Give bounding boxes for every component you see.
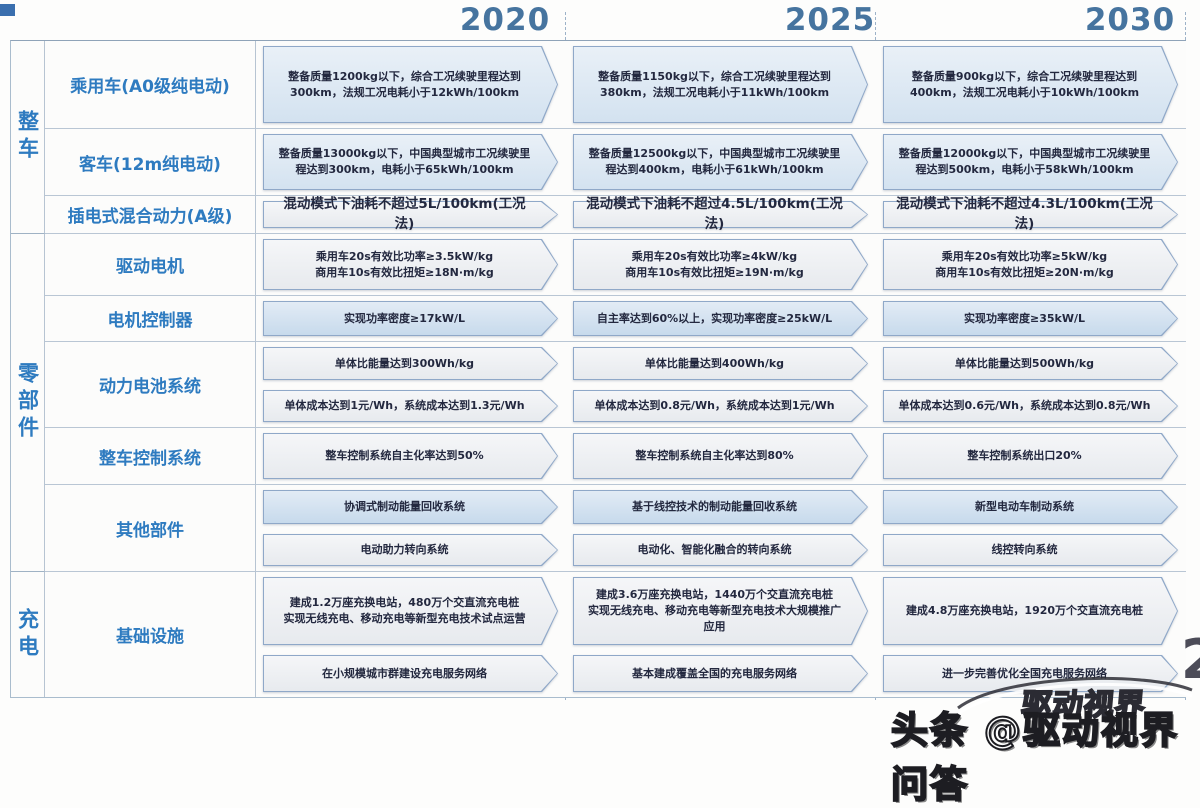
row-label-passenger-car: 乘用车(A0级纯电动) bbox=[45, 41, 256, 129]
cell-text: 单体成本达到0.6元/Wh，系统成本达到0.8元/Wh bbox=[898, 399, 1151, 413]
year-label-2020: 2020 bbox=[459, 2, 551, 38]
cell-infra-network-2030: 进一步完善优化全国充电服务网络 bbox=[876, 650, 1186, 697]
cell-text: 电动助力转向系统 bbox=[360, 543, 449, 557]
cell-text: 整备质量1200kg以下，综合工况续驶里程达到300km，法规工况电耗小于12k… bbox=[288, 69, 521, 99]
cell-vcs-2025: 整车控制系统自主化率达到80% bbox=[566, 428, 876, 485]
cell-text: 实现功率密度≥35kW/L bbox=[964, 311, 1085, 325]
cell-passenger-2020: 整备质量1200kg以下，综合工况续驶里程达到300km，法规工况电耗小于12k… bbox=[256, 41, 566, 129]
cell-text: 建成3.6万座充换电站，1440万个交直流充电桩 实现无线充电、移动充电等新型充… bbox=[588, 588, 841, 633]
row-label-vehicle-control: 整车控制系统 bbox=[45, 428, 256, 485]
cell-steering-2020: 电动助力转向系统 bbox=[256, 529, 566, 572]
cell-infra-network-2020: 在小规模城市群建设充电服务网络 bbox=[256, 650, 566, 697]
row-label-motor-controller: 电机控制器 bbox=[45, 296, 256, 342]
cell-passenger-2025: 整备质量1150kg以下，综合工况续驶里程达到380km，法规工况电耗小于11k… bbox=[566, 41, 876, 129]
cell-text: 基于线控技术的制动能量回收系统 bbox=[632, 500, 797, 514]
roadmap-table: 整车 零部件 充电 乘用车(A0级纯电动) 客车(12m纯电动) 插电式混合动力… bbox=[10, 40, 1186, 698]
row-label-battery-system: 动力电池系统 bbox=[45, 342, 256, 428]
cell-text: 在小规模城市群建设充电服务网络 bbox=[322, 666, 487, 680]
cell-phev-2030: 混动模式下油耗不超过4.3L/100km(工况法) bbox=[876, 196, 1186, 234]
year-label-2030: 2030 bbox=[1084, 2, 1176, 38]
cell-braking-2030: 新型电动车制动系统 bbox=[876, 485, 1186, 529]
page-number: 2 bbox=[1181, 628, 1200, 691]
cell-motor-2020: 乘用车20s有效比功率≥3.5kW/kg 商用车10s有效比扭矩≥18N·m/k… bbox=[256, 234, 566, 296]
cell-text: 电动化、智能化融合的转向系统 bbox=[637, 543, 792, 557]
cell-phev-2025: 混动模式下油耗不超过4.5L/100km(工况法) bbox=[566, 196, 876, 234]
cell-text: 建成1.2万座充换电站，480万个交直流充电桩 实现无线充电、移动充电等新型充电… bbox=[283, 596, 526, 625]
cell-steering-2025: 电动化、智能化融合的转向系统 bbox=[566, 529, 876, 572]
cell-infra-stations-2030: 建成4.8万座充换电站，1920万个交直流充电桩 bbox=[876, 572, 1186, 650]
cell-text: 自主率达到60%以上，实现功率密度≥25kW/L bbox=[596, 311, 833, 325]
cell-controller-2030: 实现功率密度≥35kW/L bbox=[876, 296, 1186, 342]
cell-bus-2020: 整备质量13000kg以下，中国典型城市工况续驶里程达到300km，电耗小于65… bbox=[256, 129, 566, 196]
cell-text: 乘用车20s有效比功率≥4kW/kg 商用车10s有效比扭矩≥19N·m/kg bbox=[625, 249, 804, 279]
group-components: 零部件 bbox=[11, 234, 45, 572]
cell-text: 整车控制系统自主化率达到80% bbox=[635, 449, 794, 463]
group-charging: 充电 bbox=[11, 572, 45, 697]
cell-text: 整备质量900kg以下，综合工况续驶里程达到400km，法规工况电耗小于10kW… bbox=[909, 69, 1140, 99]
cell-passenger-2030: 整备质量900kg以下，综合工况续驶里程达到400km，法规工况电耗小于10kW… bbox=[876, 41, 1186, 129]
cell-text: 进一步完善优化全国充电服务网络 bbox=[942, 666, 1107, 680]
cell-text: 单体比能量达到300Wh/kg bbox=[334, 356, 475, 370]
row-label-infrastructure: 基础设施 bbox=[45, 572, 256, 697]
cell-motor-2025: 乘用车20s有效比功率≥4kW/kg 商用车10s有效比扭矩≥19N·m/kg bbox=[566, 234, 876, 296]
cell-text: 单体成本达到1元/Wh，系统成本达到1.3元/Wh bbox=[284, 399, 525, 413]
cell-controller-2020: 实现功率密度≥17kW/L bbox=[256, 296, 566, 342]
row-label-phev: 插电式混合动力(A级) bbox=[45, 196, 256, 234]
cell-phev-2020: 混动模式下油耗不超过5L/100km(工况法) bbox=[256, 196, 566, 234]
logo-swoosh bbox=[957, 676, 1193, 716]
cell-battery-cost-2030: 单体成本达到0.6元/Wh，系统成本达到0.8元/Wh bbox=[876, 385, 1186, 428]
cell-text: 整备质量12000kg以下，中国典型城市工况续驶里程达到500km，电耗小于58… bbox=[898, 147, 1151, 176]
cell-text: 整备质量13000kg以下，中国典型城市工况续驶里程达到300km，电耗小于65… bbox=[278, 147, 531, 176]
corner-accent-mark bbox=[0, 4, 15, 16]
cell-text: 整车控制系统自主化率达到50% bbox=[325, 449, 484, 463]
row-label-bus: 客车(12m纯电动) bbox=[45, 129, 256, 196]
cell-text: 整备质量12500kg以下，中国典型城市工况续驶里程达到400km，电耗小于61… bbox=[588, 147, 841, 176]
cell-text: 新型电动车制动系统 bbox=[975, 500, 1074, 514]
cell-bus-2025: 整备质量12500kg以下，中国典型城市工况续驶里程达到400km，电耗小于61… bbox=[566, 129, 876, 196]
cell-text: 协调式制动能量回收系统 bbox=[344, 500, 465, 514]
cell-braking-2025: 基于线控技术的制动能量回收系统 bbox=[566, 485, 876, 529]
year-label-2025: 2025 bbox=[784, 2, 876, 38]
cell-battery-energy-2020: 单体比能量达到300Wh/kg bbox=[256, 342, 566, 385]
cell-text: 整车控制系统出口20% bbox=[967, 449, 1082, 463]
cell-battery-cost-2025: 单体成本达到0.8元/Wh，系统成本达到1元/Wh bbox=[566, 385, 876, 428]
cell-battery-energy-2025: 单体比能量达到400Wh/kg bbox=[566, 342, 876, 385]
cell-text: 单体比能量达到500Wh/kg bbox=[954, 356, 1095, 370]
cell-controller-2025: 自主率达到60%以上，实现功率密度≥25kW/L bbox=[566, 296, 876, 342]
cell-motor-2030: 乘用车20s有效比功率≥5kW/kg 商用车10s有效比扭矩≥20N·m/kg bbox=[876, 234, 1186, 296]
cell-text: 混动模式下油耗不超过4.3L/100km(工况法) bbox=[896, 195, 1153, 232]
cell-text: 线控转向系统 bbox=[991, 543, 1058, 557]
cell-text: 建成4.8万座充换电站，1920万个交直流充电桩 bbox=[905, 604, 1144, 618]
cell-bus-2030: 整备质量12000kg以下，中国典型城市工况续驶里程达到500km，电耗小于58… bbox=[876, 129, 1186, 196]
cell-text: 实现功率密度≥17kW/L bbox=[344, 311, 465, 325]
cell-braking-2020: 协调式制动能量回收系统 bbox=[256, 485, 566, 529]
cell-vcs-2030: 整车控制系统出口20% bbox=[876, 428, 1186, 485]
cell-steering-2030: 线控转向系统 bbox=[876, 529, 1186, 572]
cell-text: 单体比能量达到400Wh/kg bbox=[644, 356, 785, 370]
cell-text: 单体成本达到0.8元/Wh，系统成本达到1元/Wh bbox=[594, 399, 835, 413]
cell-text: 混动模式下油耗不超过4.5L/100km(工况法) bbox=[586, 195, 843, 232]
cell-text: 乘用车20s有效比功率≥5kW/kg 商用车10s有效比扭矩≥20N·m/kg bbox=[935, 249, 1114, 279]
cell-vcs-2020: 整车控制系统自主化率达到50% bbox=[256, 428, 566, 485]
cell-battery-cost-2020: 单体成本达到1元/Wh，系统成本达到1.3元/Wh bbox=[256, 385, 566, 428]
group-vehicle: 整车 bbox=[11, 41, 45, 234]
cell-text: 整备质量1150kg以下，综合工况续驶里程达到380km，法规工况电耗小于11k… bbox=[598, 69, 831, 99]
cell-text: 混动模式下油耗不超过5L/100km(工况法) bbox=[283, 195, 526, 232]
watermark-byline: 头条 @驱动视界问答 bbox=[890, 708, 1179, 807]
cell-battery-energy-2030: 单体比能量达到500Wh/kg bbox=[876, 342, 1186, 385]
cell-text: 乘用车20s有效比功率≥3.5kW/kg 商用车10s有效比扭矩≥18N·m/k… bbox=[315, 249, 494, 279]
cell-infra-stations-2025: 建成3.6万座充换电站，1440万个交直流充电桩 实现无线充电、移动充电等新型充… bbox=[566, 572, 876, 650]
cell-infra-network-2025: 基本建成覆盖全国的充电服务网络 bbox=[566, 650, 876, 697]
cell-infra-stations-2020: 建成1.2万座充换电站，480万个交直流充电桩 实现无线充电、移动充电等新型充电… bbox=[256, 572, 566, 650]
row-label-other-parts: 其他部件 bbox=[45, 485, 256, 572]
cell-text: 基本建成覆盖全国的充电服务网络 bbox=[632, 666, 797, 680]
row-label-drive-motor: 驱动电机 bbox=[45, 234, 256, 296]
